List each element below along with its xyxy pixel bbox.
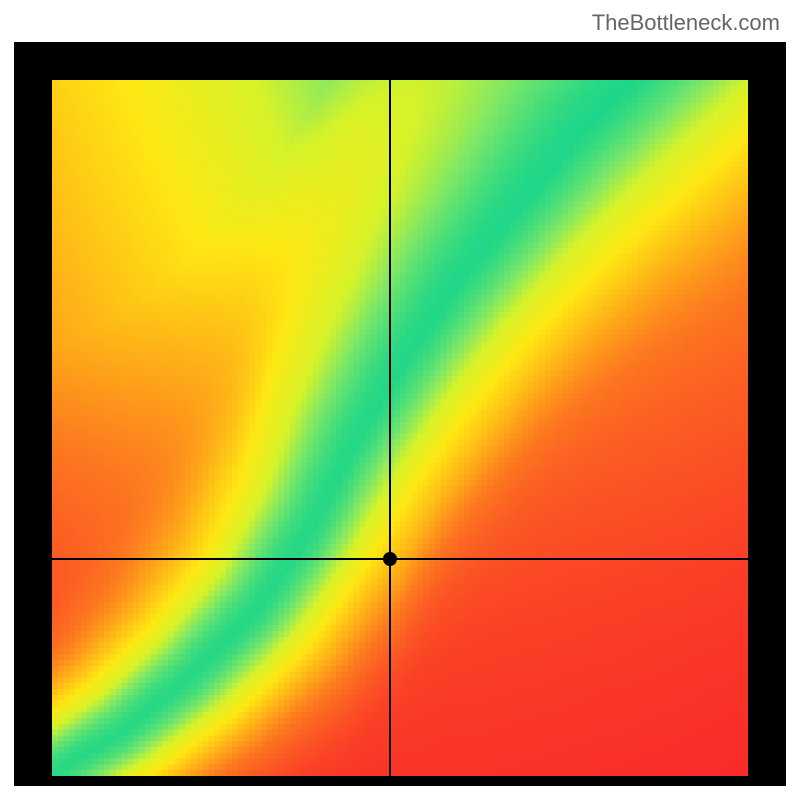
heatmap-canvas bbox=[52, 80, 748, 776]
watermark-text: TheBottleneck.com bbox=[592, 10, 780, 36]
chart-container: TheBottleneck.com bbox=[0, 0, 800, 800]
crosshair-horizontal bbox=[52, 558, 748, 560]
crosshair-vertical bbox=[389, 80, 391, 776]
marker-dot bbox=[383, 552, 397, 566]
